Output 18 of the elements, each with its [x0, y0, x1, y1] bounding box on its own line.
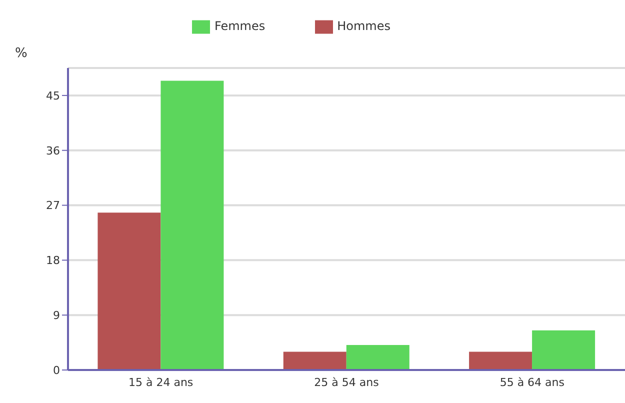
bar	[532, 330, 596, 370]
bar	[160, 80, 224, 370]
y-axis-title: %	[15, 46, 28, 61]
y-tick-label: 27	[46, 199, 60, 212]
y-tick-label: 18	[46, 254, 60, 268]
y-tick-label: 36	[46, 144, 60, 158]
bar	[346, 344, 410, 370]
bar	[469, 352, 532, 370]
x-tick-label: 15 à 24 ans	[128, 376, 194, 389]
y-tick-label: 9	[53, 308, 60, 322]
bar	[283, 352, 346, 370]
y-tick-label: 0	[53, 364, 60, 377]
x-tick-label: 55 à 64 ans	[500, 376, 565, 389]
legend-label: Femmes	[214, 19, 266, 34]
y-tick-label: 45	[46, 89, 60, 102]
x-tick-label: 25 à 54 ans	[314, 376, 380, 389]
legend-label: Hommes	[337, 19, 391, 34]
bar	[98, 212, 161, 370]
